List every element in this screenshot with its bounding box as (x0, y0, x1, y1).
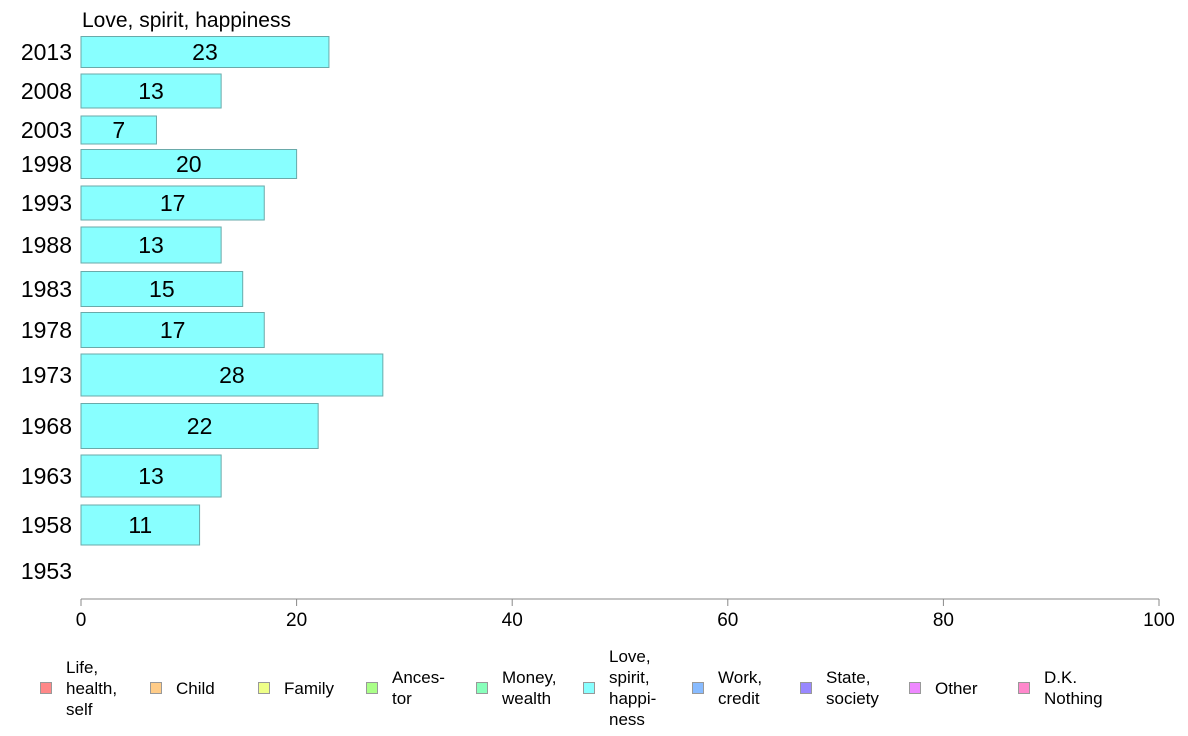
legend-label: Life, health, self (66, 657, 118, 719)
data-label: 7 (112, 117, 125, 143)
legend-label: D.K. Nothing (1044, 668, 1103, 708)
legend-label: Work, credit (718, 668, 763, 708)
bar (80, 504, 201, 546)
data-label: 17 (160, 190, 186, 216)
legend-swatch (692, 682, 704, 694)
legend-label: Love, spirit, happi- ness (609, 647, 657, 729)
category-label: 1968 (21, 413, 72, 439)
category-label: 1963 (21, 463, 72, 489)
legend-item: Work, credit (692, 640, 762, 736)
category-label: 1993 (21, 190, 72, 216)
category-label: 1973 (21, 362, 72, 388)
data-label: 22 (187, 413, 213, 439)
legend-item: Ances- tor (366, 640, 445, 736)
bars-layer: 2013 23 2008 13 2003 7 1998 20 1993 17 1988 13 1983 1… (21, 36, 384, 584)
bar (80, 149, 298, 179)
category-label: 1998 (21, 151, 72, 177)
legend-item: Life, health, self (40, 640, 117, 736)
category-label: 1953 (21, 558, 72, 584)
x-tick-label: 20 (286, 610, 307, 631)
legend-item: Love, spirit, happi- ness (583, 640, 656, 736)
data-label: 20 (176, 151, 202, 177)
bar (80, 115, 157, 145)
bar (80, 73, 222, 109)
legend-item: Family (258, 640, 334, 736)
legend-swatch (1018, 682, 1030, 694)
x-tick-label: 40 (502, 610, 523, 631)
data-label: 17 (160, 317, 186, 343)
legend-item: Money, wealth (476, 640, 557, 736)
legend-item: D.K. Nothing (1018, 640, 1103, 736)
category-label: 1983 (21, 276, 72, 302)
legend-swatch (258, 682, 270, 694)
bar (80, 312, 265, 348)
data-label: 23 (192, 39, 218, 65)
legend-label: Money, wealth (502, 668, 557, 708)
legend-swatch (583, 682, 595, 694)
x-tick-label: 80 (933, 610, 954, 631)
category-label: 1978 (21, 317, 72, 343)
legend-swatch (366, 682, 378, 694)
legend-swatch (476, 682, 488, 694)
x-axis: 0 20 40 60 80 100 (76, 598, 1175, 631)
legend-label: Family (284, 678, 335, 698)
legend-label: State, society (826, 668, 879, 708)
category-label: 2008 (21, 78, 72, 104)
category-label: 1988 (21, 232, 72, 258)
data-label: 13 (138, 463, 164, 489)
data-label: 28 (219, 362, 245, 388)
legend-swatch (800, 682, 812, 694)
bar (80, 271, 244, 307)
legend-item: State, society (800, 640, 879, 736)
bar (80, 36, 330, 68)
bar (80, 403, 319, 449)
legend: Life, health, self Child Family Ances- tor M… (0, 640, 1188, 736)
legend-label: Child (176, 678, 215, 698)
chart-title: Love, spirit, happiness (82, 9, 291, 32)
data-label: 11 (128, 512, 152, 538)
x-tick-label: 0 (76, 610, 87, 631)
category-label: 2003 (21, 117, 72, 143)
bar (80, 185, 265, 221)
x-tick-label: 60 (717, 610, 738, 631)
legend-swatch (40, 682, 52, 694)
legend-label: Ances- tor (392, 668, 445, 708)
data-label: 13 (138, 78, 164, 104)
x-tick-label: 100 (1143, 610, 1175, 631)
data-label: 13 (138, 232, 164, 258)
bar (80, 226, 222, 264)
legend-swatch (150, 682, 162, 694)
legend-swatch (909, 682, 921, 694)
category-label: 1958 (21, 512, 72, 538)
bar (80, 353, 384, 397)
legend-item: Other (909, 640, 978, 736)
legend-item: Child (150, 640, 215, 736)
bar (80, 454, 222, 498)
legend-label: Other (935, 678, 978, 698)
data-label: 15 (149, 276, 175, 302)
category-label: 2013 (21, 39, 72, 65)
